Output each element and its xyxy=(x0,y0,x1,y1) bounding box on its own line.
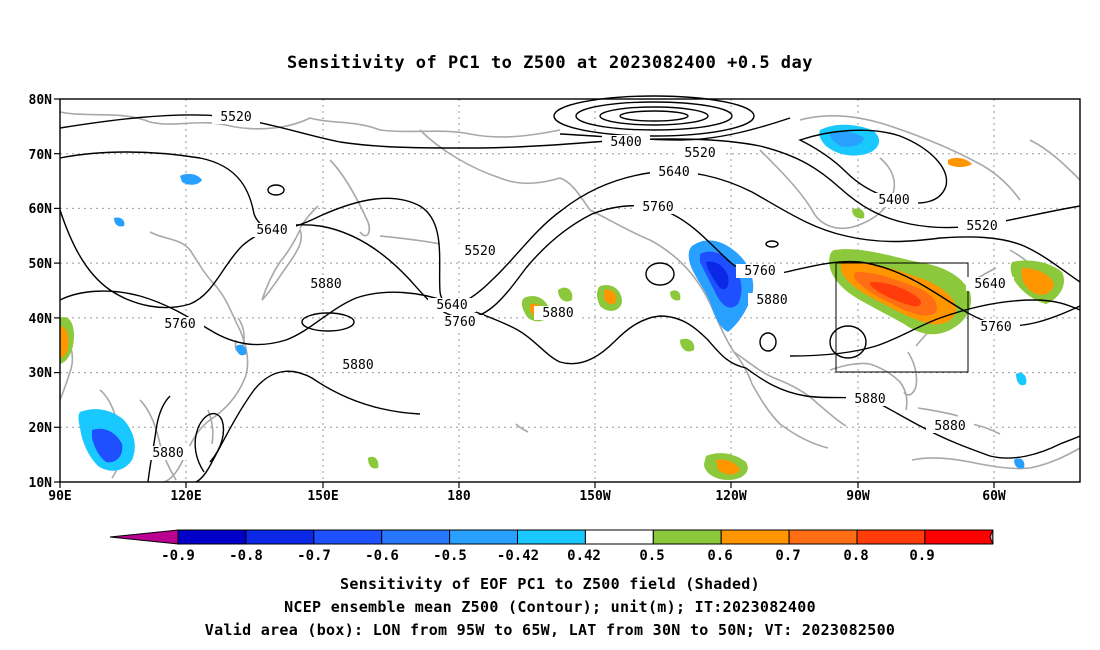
colorbar-swatch xyxy=(245,529,315,545)
lon-tick-label: 120E xyxy=(170,489,201,504)
contour-label: 5880 xyxy=(934,419,965,434)
contour-label: 5520 xyxy=(464,244,495,259)
contour-label: 5520 xyxy=(220,110,251,125)
contour-label: 5640 xyxy=(256,223,287,238)
contour-label: 5880 xyxy=(310,277,341,292)
colorbar-swatch xyxy=(856,529,926,545)
colorbar-label: 0.5 xyxy=(639,548,664,564)
caption-line-2: NCEP ensemble mean Z500 (Contour); unit(… xyxy=(284,598,816,616)
lat-tick-label: 30N xyxy=(29,366,53,381)
lon-tick-label: 120W xyxy=(715,489,746,504)
lat-tick-label: 80N xyxy=(29,93,53,108)
colorbar-swatch xyxy=(924,529,994,545)
valid-area-box xyxy=(835,262,969,373)
contour-label: 5880 xyxy=(152,446,183,461)
caption-line-3: Valid area (box): LON from 95W to 65W, L… xyxy=(205,621,895,639)
colorbar-swatch xyxy=(652,529,722,545)
colorbar-label: -0.5 xyxy=(433,548,467,564)
lon-tick-label: 150E xyxy=(307,489,338,504)
colorbar-swatch xyxy=(720,529,790,545)
contour-label: 5400 xyxy=(610,135,641,150)
lat-tick-label: 40N xyxy=(29,312,53,327)
colorbar-swatch xyxy=(449,529,519,545)
map-frame xyxy=(59,98,1081,483)
colorbar-label: -0.8 xyxy=(229,548,263,564)
lon-tick-label: 60W xyxy=(982,489,1006,504)
contour-label: 5760 xyxy=(642,200,673,215)
map-panel xyxy=(59,95,1081,483)
contour-label: 5640 xyxy=(658,165,689,180)
colorbar-swatch xyxy=(584,529,654,545)
lat-tick-label: 50N xyxy=(29,257,53,272)
contour-label: 5880 xyxy=(342,358,373,373)
caption: Sensitivity of EOF PC1 to Z500 field (Sh… xyxy=(205,575,895,639)
lat-axis: 80N 70N 60N 50N 40N 30N 20N 10N xyxy=(29,93,60,491)
lat-tick-label: 10N xyxy=(29,476,53,491)
map-title: Sensitivity of PC1 to Z500 at 2023082400… xyxy=(287,53,813,73)
contour-label: 5760 xyxy=(164,317,195,332)
colorbar: -0.9 -0.8 -0.7 -0.6 -0.5 -0.42 0.42 0.5 … xyxy=(109,529,994,564)
lon-tick-label: 90W xyxy=(846,489,870,504)
colorbar-label: -0.9 xyxy=(161,548,195,564)
contour-label: 5640 xyxy=(974,277,1005,292)
lon-tick-label: 180 xyxy=(447,489,471,504)
colorbar-swatch xyxy=(788,529,858,545)
colorbar-label: -0.42 xyxy=(497,548,539,564)
colorbar-under-triangle xyxy=(109,529,179,545)
colorbar-label: -0.6 xyxy=(365,548,399,564)
contour-label: 5880 xyxy=(542,306,573,321)
colorbar-label: 0.8 xyxy=(843,548,868,564)
caption-line-1: Sensitivity of EOF PC1 to Z500 field (Sh… xyxy=(340,575,760,593)
lon-tick-label: 90E xyxy=(48,489,71,504)
colorbar-over-triangle xyxy=(989,529,994,545)
colorbar-swatch xyxy=(313,529,383,545)
colorbar-swatch xyxy=(517,529,586,545)
contour-labels: 5520 5400 5520 5640 5760 5640 5520 5880 … xyxy=(144,110,1020,461)
lon-tick-label: 150W xyxy=(579,489,610,504)
lon-axis: 90E 120E 150E 180 150W 120W 90W 60W xyxy=(48,482,1006,504)
colorbar-label: 0.7 xyxy=(775,548,800,564)
lat-tick-label: 60N xyxy=(29,202,53,217)
contour-label: 5880 xyxy=(854,392,885,407)
colorbar-swatch xyxy=(381,529,451,545)
colorbar-label: -0.7 xyxy=(297,548,331,564)
contour-label: 5760 xyxy=(744,264,775,279)
colorbar-label: 0.9 xyxy=(909,548,934,564)
lat-tick-label: 20N xyxy=(29,421,53,436)
contour-label: 5400 xyxy=(878,193,909,208)
contour-label: 5520 xyxy=(684,146,715,161)
contour-label: 5760 xyxy=(444,315,475,330)
colorbar-label: 0.6 xyxy=(707,548,732,564)
contour-label: 5520 xyxy=(966,219,997,234)
contour-label: 5760 xyxy=(980,320,1011,335)
lat-tick-label: 70N xyxy=(29,148,53,163)
colorbar-swatch xyxy=(177,529,247,545)
contour-label: 5880 xyxy=(756,293,787,308)
contour-label: 5640 xyxy=(436,298,467,313)
colorbar-label: 0.42 xyxy=(567,548,601,564)
